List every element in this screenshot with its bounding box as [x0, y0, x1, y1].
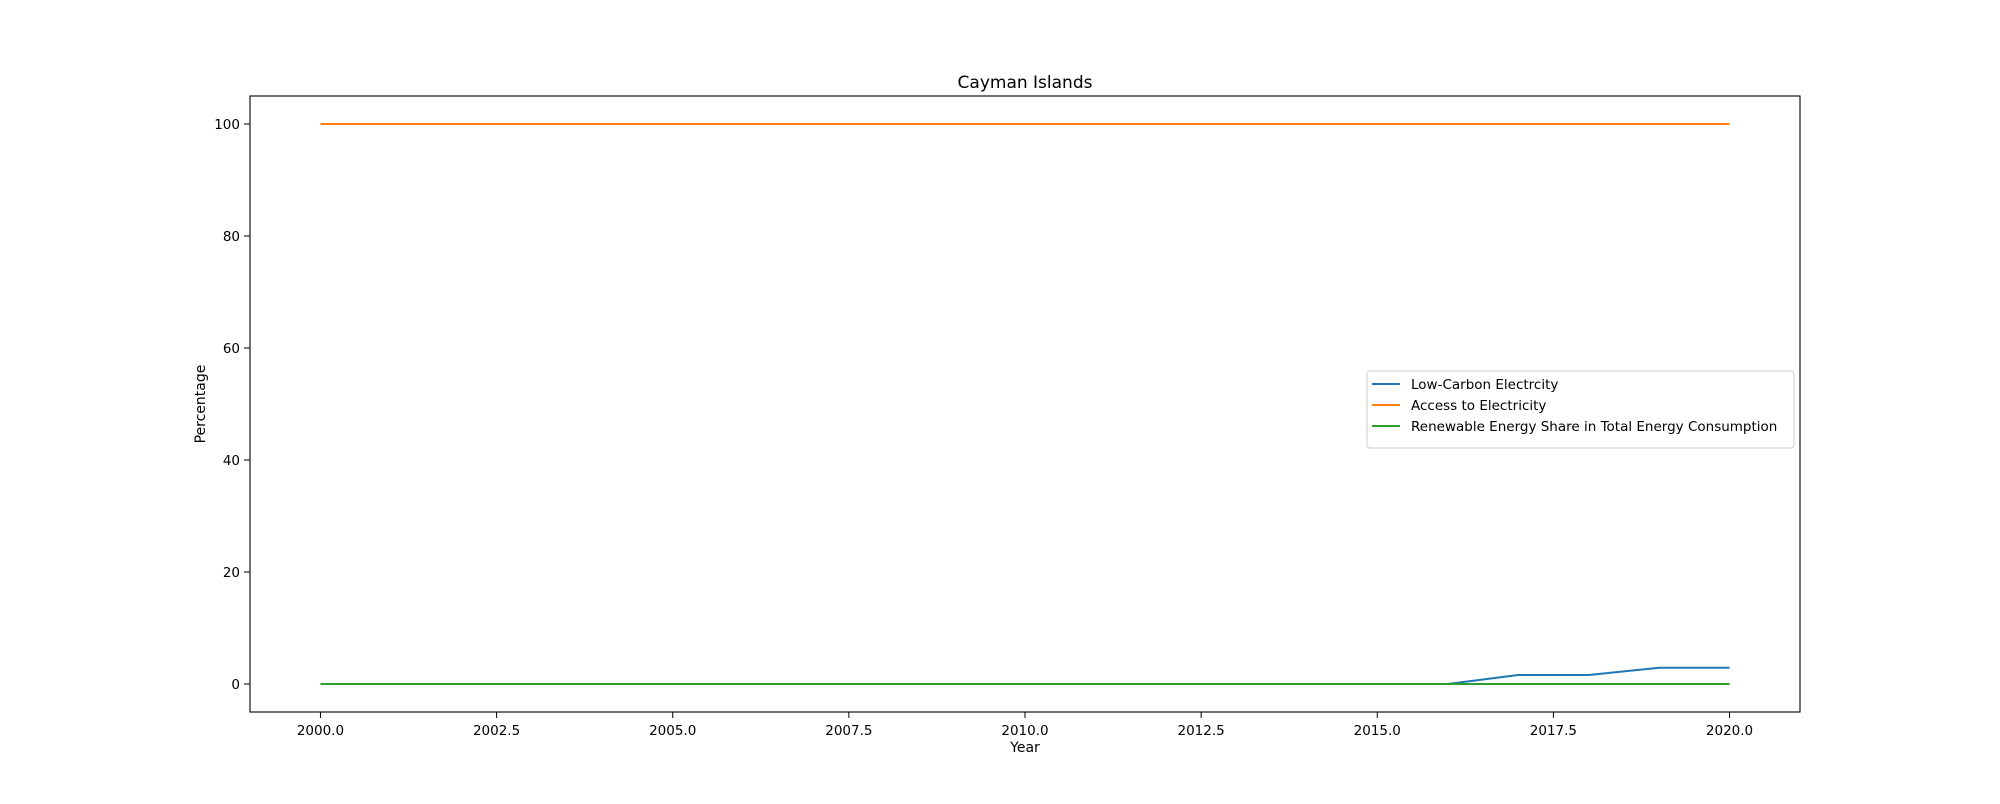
- x-tick-label: 2015.0: [1354, 723, 1401, 739]
- y-tick-label: 60: [223, 341, 240, 357]
- x-tick-label: 2007.5: [825, 723, 872, 739]
- legend-box: [1366, 370, 1795, 449]
- x-tick-label: 2000.0: [297, 723, 344, 739]
- legend-label: Low-Carbon Electrcity: [1411, 377, 1558, 393]
- x-axis-label: Year: [1009, 740, 1040, 756]
- y-axis-label: Percentage: [193, 365, 209, 444]
- legend-label: Access to Electricity: [1411, 398, 1546, 414]
- y-tick-label: 0: [231, 677, 240, 693]
- x-tick-label: 2010.0: [1001, 723, 1048, 739]
- legend: Low-Carbon Electrcity Access to Electrici…: [1366, 370, 1795, 449]
- y-tick-label: 20: [223, 565, 240, 581]
- x-tick-label: 2017.5: [1530, 723, 1577, 739]
- x-tick-label: 2012.5: [1178, 723, 1225, 739]
- x-tick-label: 2002.5: [473, 723, 520, 739]
- legend-label: Renewable Energy Share in Total Energy C…: [1411, 419, 1777, 435]
- x-tick-label: 2005.0: [649, 723, 696, 739]
- y-axis-ticks: 0 20 40 60 80 100: [214, 117, 250, 693]
- y-tick-label: 80: [223, 229, 240, 245]
- x-tick-label: 2020.0: [1706, 723, 1753, 739]
- x-axis-ticks: 2000.0 2002.5 2005.0 2007.5 2010.0 2012.5 2015…: [297, 712, 1753, 739]
- chart-title: Cayman Islands: [958, 73, 1093, 93]
- series-layer: [320, 123, 1730, 685]
- y-tick-label: 40: [223, 453, 240, 469]
- y-tick-label: 100: [214, 117, 240, 133]
